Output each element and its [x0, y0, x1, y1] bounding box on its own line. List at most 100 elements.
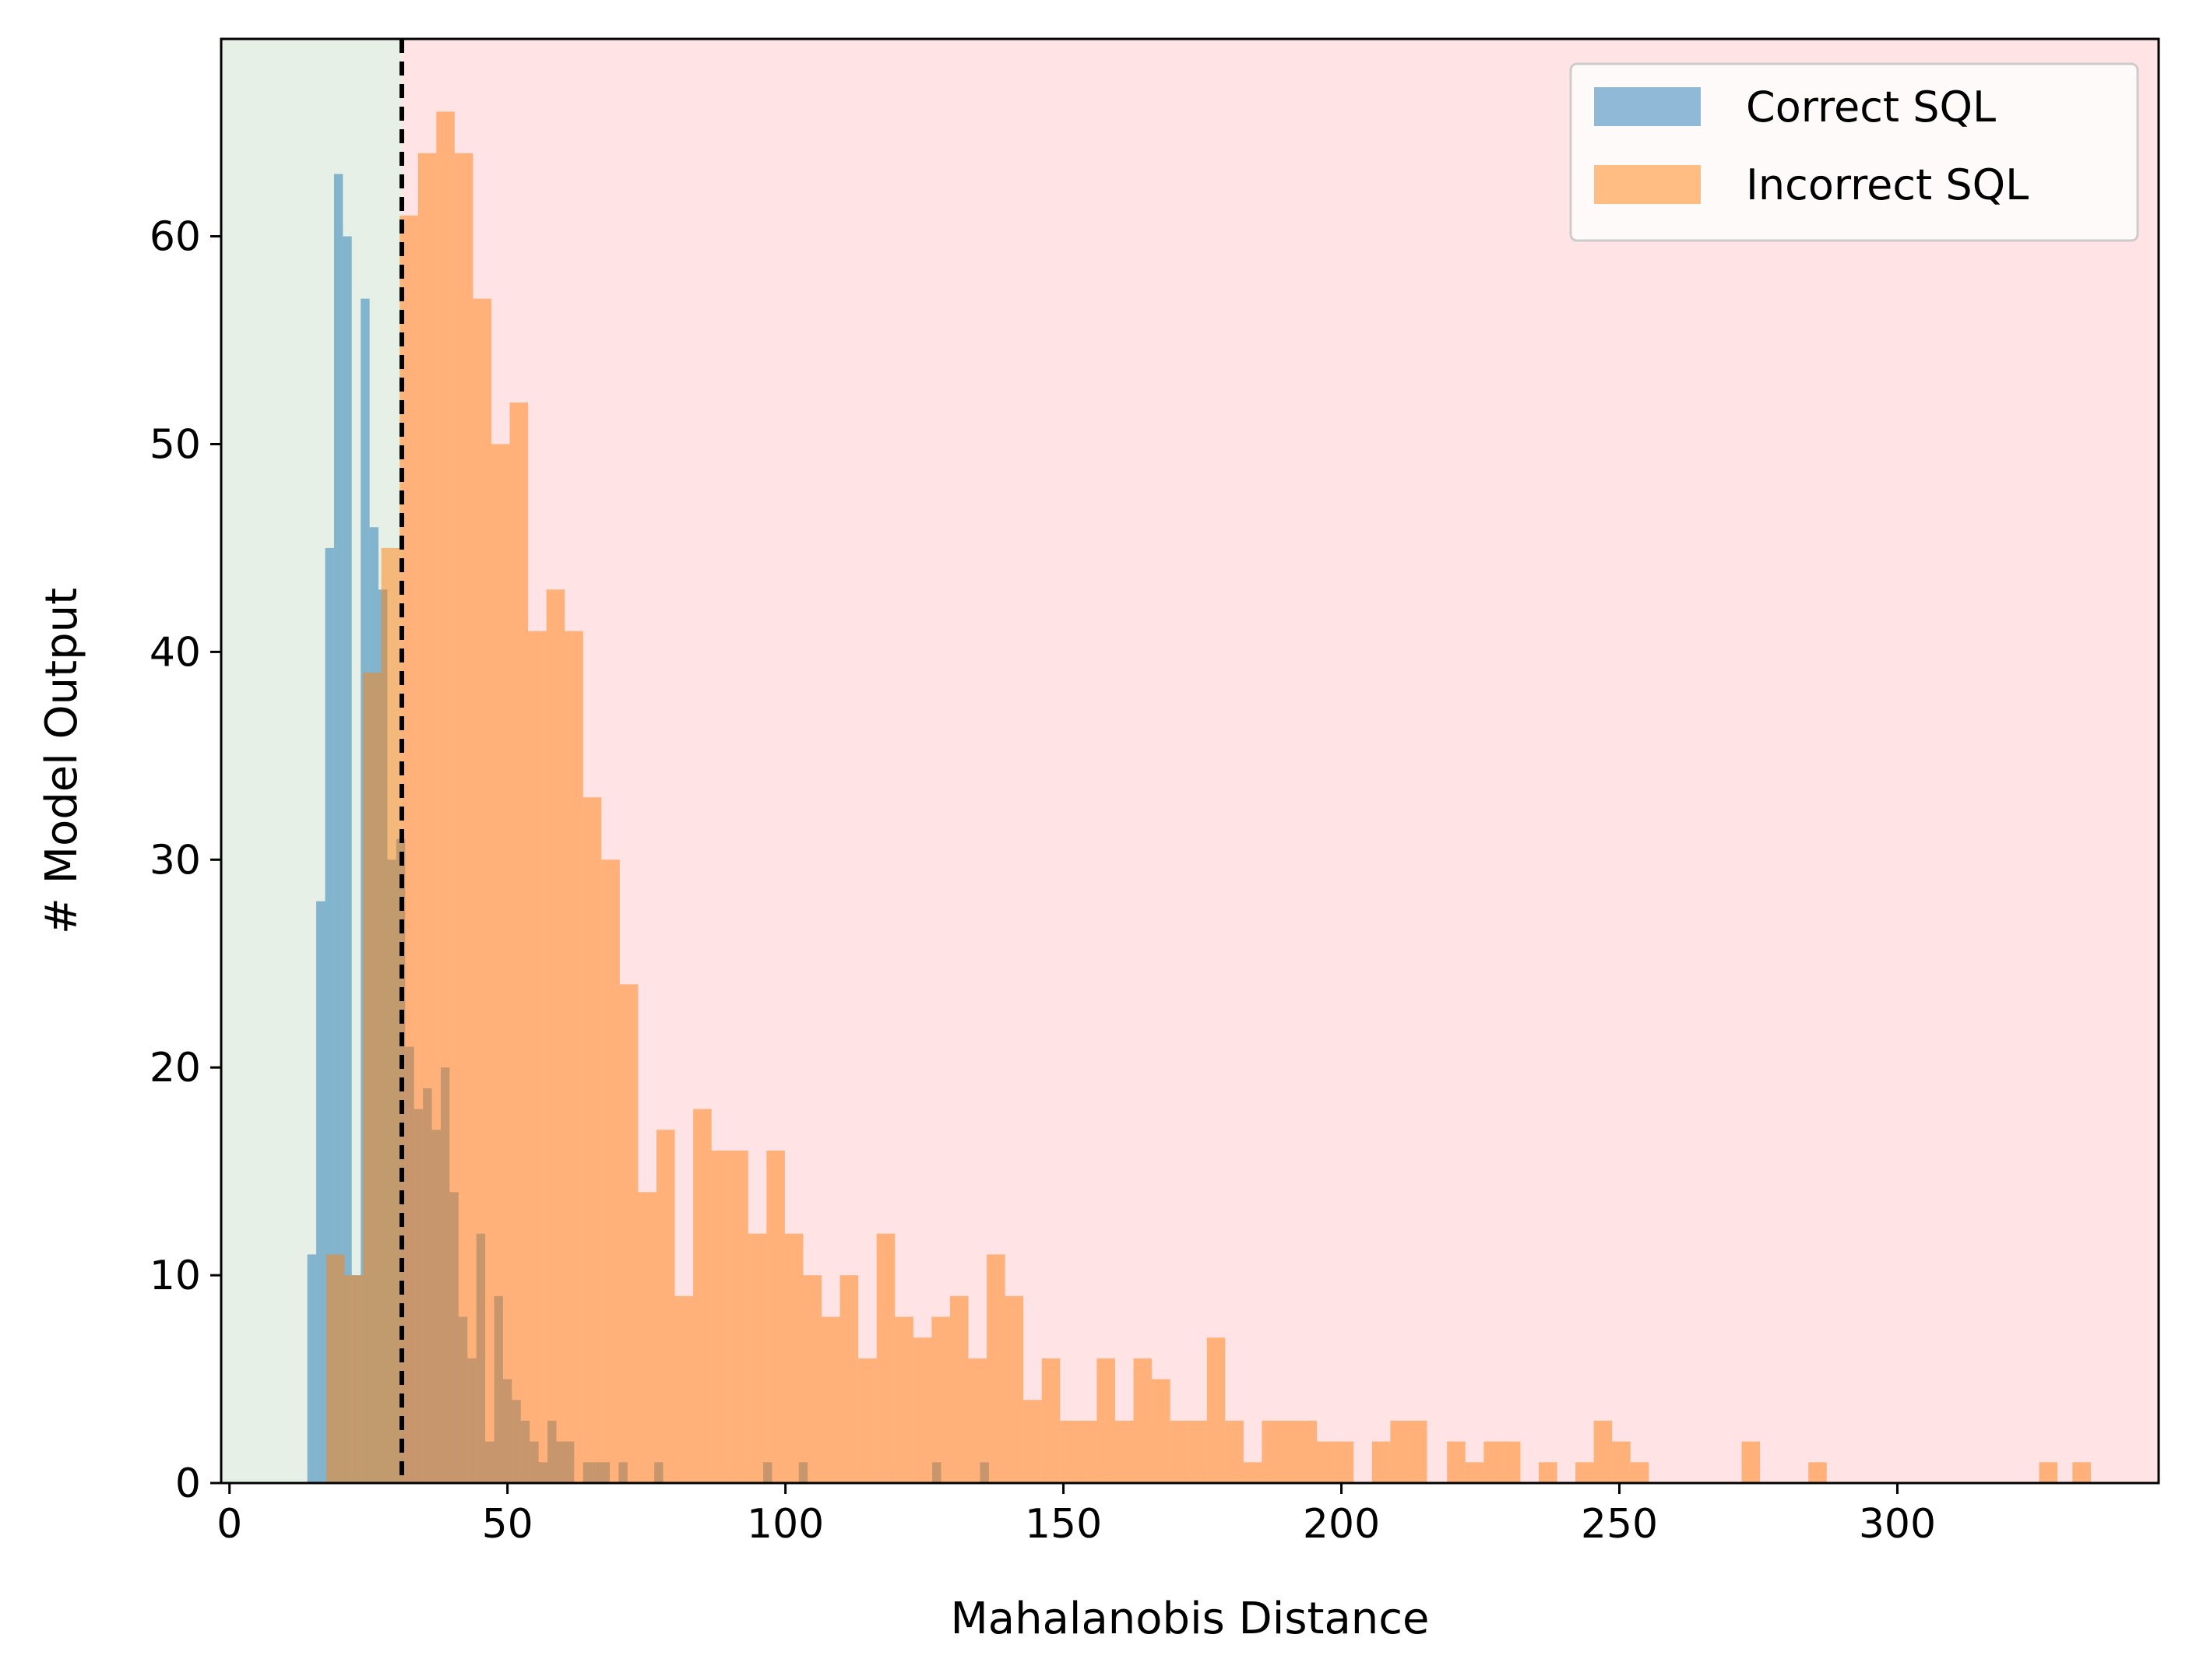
x-tick-label: 250	[1581, 1501, 1658, 1548]
x-tick-label: 100	[747, 1501, 824, 1548]
bar	[307, 1254, 317, 1483]
x-tick-label: 150	[1025, 1501, 1102, 1548]
bar	[968, 1358, 987, 1483]
y-axis-ticks: 0 10 20 30 40 50 60	[150, 214, 221, 1507]
bar	[417, 153, 437, 1483]
bar	[674, 1295, 694, 1483]
bar	[766, 1150, 785, 1483]
bar	[565, 631, 583, 1483]
bar	[1188, 1420, 1207, 1483]
bar	[1133, 1358, 1153, 1483]
bar	[381, 547, 400, 1483]
bar	[949, 1295, 969, 1483]
bar	[326, 1254, 345, 1483]
legend-label-incorrect-sql: Incorrect SQL	[1746, 160, 2029, 209]
bar	[2039, 1462, 2058, 1483]
x-tick-label: 50	[482, 1501, 533, 1548]
bar	[1808, 1462, 1827, 1483]
bar	[822, 1316, 840, 1483]
bar	[1408, 1420, 1427, 1483]
x-tick-label: 300	[1859, 1501, 1936, 1548]
bar	[363, 673, 382, 1484]
bar	[1096, 1358, 1115, 1483]
bar	[436, 111, 455, 1484]
bar	[858, 1358, 877, 1483]
y-axis-label: # Model Output	[37, 588, 87, 934]
bar	[1465, 1462, 1484, 1483]
bar	[1078, 1420, 1097, 1483]
bar	[1593, 1420, 1613, 1483]
incorrect-sql-bars	[326, 111, 2091, 1484]
bar	[582, 797, 602, 1483]
bar	[1630, 1462, 1649, 1483]
bar	[1501, 1441, 1521, 1483]
bar	[1060, 1420, 1079, 1483]
bar	[1538, 1462, 1557, 1483]
bar	[876, 1233, 896, 1483]
legend-swatch-correct-sql	[1594, 87, 1701, 126]
bar	[473, 298, 491, 1484]
bar	[1023, 1400, 1042, 1483]
bar	[2072, 1462, 2091, 1483]
bar	[730, 1150, 748, 1483]
bar	[987, 1254, 1005, 1483]
x-tick-label: 0	[216, 1501, 242, 1548]
bar	[711, 1150, 730, 1483]
bar	[638, 1192, 656, 1483]
bar	[931, 1316, 950, 1483]
bar	[1390, 1420, 1409, 1483]
x-tick-label: 200	[1303, 1501, 1380, 1548]
y-tick-label: 50	[150, 421, 201, 468]
bar	[325, 547, 334, 1483]
bar	[1041, 1358, 1061, 1483]
bar	[399, 215, 418, 1484]
x-axis-label: Mahalanobis Distance	[950, 1594, 1429, 1644]
plot-frame	[220, 37, 2160, 1485]
bar	[1575, 1462, 1594, 1483]
bar	[1005, 1295, 1024, 1483]
y-tick-label: 40	[150, 629, 201, 676]
legend-box	[1569, 62, 2139, 242]
legend-swatch-incorrect-sql	[1594, 165, 1701, 204]
bar	[1483, 1441, 1502, 1483]
bar	[1612, 1441, 1631, 1483]
y-tick-label: 60	[150, 214, 201, 261]
bar	[1114, 1420, 1134, 1483]
bar	[528, 631, 547, 1483]
bar	[693, 1109, 712, 1483]
bar	[1206, 1337, 1226, 1483]
bar	[1262, 1420, 1281, 1483]
bar	[1741, 1441, 1761, 1483]
bar	[748, 1233, 767, 1483]
bar	[1335, 1441, 1354, 1483]
bar	[1298, 1420, 1318, 1483]
bar	[1152, 1379, 1170, 1483]
bar	[546, 589, 565, 1483]
legend-label-correct-sql: Correct SQL	[1746, 83, 1996, 132]
legend: Correct SQL Incorrect SQL	[1569, 62, 2139, 242]
bar	[1317, 1441, 1336, 1483]
bar	[1371, 1441, 1391, 1483]
bar	[1225, 1420, 1244, 1483]
y-tick-label: 10	[150, 1253, 201, 1299]
bar	[1170, 1420, 1189, 1483]
bar	[344, 1275, 364, 1483]
bar	[491, 444, 510, 1483]
bar	[316, 901, 326, 1483]
bar	[1243, 1462, 1262, 1483]
bar	[509, 402, 529, 1483]
bar	[1280, 1420, 1299, 1483]
bar	[913, 1337, 932, 1483]
bar	[656, 1130, 675, 1483]
bar	[454, 153, 473, 1483]
x-axis-ticks: 0 50 100 150 200 250 300	[216, 1483, 1936, 1548]
bar	[784, 1233, 804, 1483]
bar	[1447, 1441, 1466, 1483]
bar	[333, 174, 343, 1483]
bar	[895, 1316, 913, 1483]
bar	[343, 236, 352, 1483]
y-tick-label: 0	[175, 1460, 201, 1507]
bar	[803, 1275, 822, 1483]
bar	[839, 1275, 859, 1483]
bar	[601, 859, 620, 1483]
